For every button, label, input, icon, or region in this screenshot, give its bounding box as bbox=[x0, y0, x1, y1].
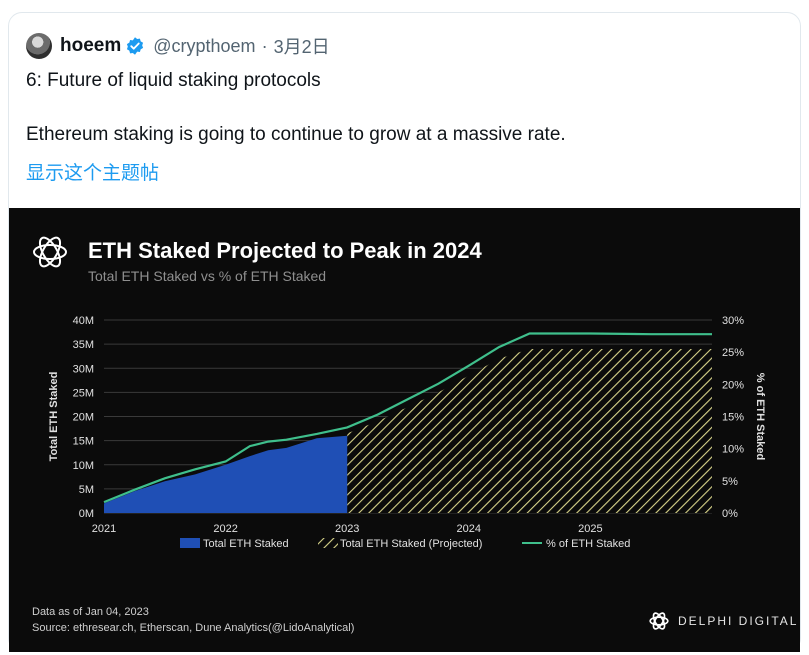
y-tick-label: 15M bbox=[73, 436, 94, 448]
x-tick-label: 2025 bbox=[578, 523, 602, 535]
legend-label-percent: % of ETH Staked bbox=[546, 538, 630, 550]
handle[interactable]: @crypthoem bbox=[153, 35, 256, 56]
delphi-brand-icon bbox=[649, 612, 669, 630]
legend-swatch-projected bbox=[318, 538, 338, 548]
y2-tick-label: 25% bbox=[722, 347, 744, 359]
actual-staked-area bbox=[104, 435, 348, 513]
y-tick-label: 5M bbox=[79, 484, 94, 496]
tweet-text-line1: 6: Future of liquid staking protocols bbox=[26, 70, 321, 91]
verified-badge-icon bbox=[127, 37, 144, 55]
delphi-logo-icon bbox=[33, 236, 67, 268]
separator-dot: · bbox=[261, 35, 268, 56]
y-tick-label: 40M bbox=[73, 315, 94, 327]
legend-swatch-actual bbox=[180, 538, 200, 548]
tweet-text-line2: Ethereum staking is going to continue to… bbox=[26, 124, 566, 145]
x-tick-label: 2023 bbox=[335, 523, 359, 535]
percent-staked-line bbox=[103, 332, 712, 504]
legend-label-actual: Total ETH Staked bbox=[203, 538, 289, 550]
display-name[interactable]: hoeem bbox=[60, 35, 122, 56]
y2-tick-label: 0% bbox=[722, 508, 738, 520]
chart-title: ETH Staked Projected to Peak in 2024 bbox=[88, 238, 482, 263]
y-tick-label: 30M bbox=[73, 363, 94, 375]
y2-axis-label: % of ETH Staked bbox=[754, 373, 766, 460]
y-tick-label: 35M bbox=[73, 339, 94, 351]
legend-label-projected: Total ETH Staked (Projected) bbox=[340, 538, 482, 550]
data-date-note: Data as of Jan 04, 2023 bbox=[32, 606, 149, 618]
y2-tick-label: 15% bbox=[722, 412, 744, 424]
show-thread-link[interactable]: 显示这个主题帖 bbox=[26, 163, 160, 184]
x-tick-label: 2021 bbox=[92, 523, 116, 535]
y-tick-label: 25M bbox=[73, 387, 94, 399]
x-tick-label: 2024 bbox=[457, 523, 481, 535]
y2-tick-label: 20% bbox=[722, 379, 744, 391]
y-tick-label: 10M bbox=[73, 460, 94, 472]
tweet-date[interactable]: 3月2日 bbox=[273, 37, 330, 57]
delphi-brand: DELPHI DIGITAL bbox=[648, 610, 798, 632]
y-tick-label: 0M bbox=[79, 508, 94, 520]
brand-name: DELPHI DIGITAL bbox=[678, 614, 799, 628]
y2-tick-label: 30% bbox=[722, 315, 744, 327]
x-tick-label: 2022 bbox=[213, 523, 237, 535]
y2-tick-label: 5% bbox=[722, 476, 738, 488]
projected-staked-area bbox=[347, 349, 712, 513]
avatar[interactable] bbox=[26, 33, 52, 59]
chart-subtitle: Total ETH Staked vs % of ETH Staked bbox=[88, 268, 327, 284]
tweet-header: hoeem @crypthoem · 3月2日 bbox=[26, 32, 330, 60]
y-tick-label: 20M bbox=[73, 412, 94, 424]
y2-tick-label: 10% bbox=[722, 444, 744, 456]
source-note: Source: ethresear.ch, Etherscan, Dune An… bbox=[32, 622, 355, 634]
y-axis-label: Total ETH Staked bbox=[48, 372, 60, 462]
